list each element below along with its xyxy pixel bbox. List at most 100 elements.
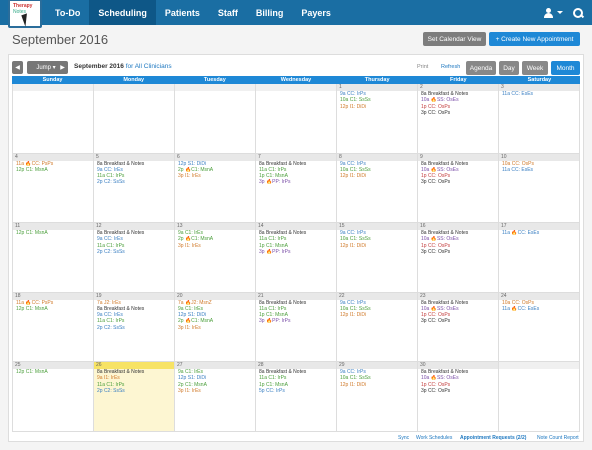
appointment-item[interactable]: 1p C1: MsnA — [259, 312, 288, 319]
appointment-item[interactable]: 1p CC: OsPs — [421, 312, 451, 319]
calendar-day[interactable]: 22 9a CC: IrPs 10a C1: SsSs 12p I1: DiDi — [337, 292, 418, 361]
appointment-item[interactable]: 11a C1: IrPs — [259, 236, 287, 243]
appointment-requests-link[interactable]: Appointment Requests (2/2) — [460, 435, 527, 441]
calendar-day[interactable]: 23 8a Breakfast & Notes 10a 🔥SS: OsEs 1p CC… — [418, 292, 499, 361]
appointment-item[interactable]: 3p 🔥PP: IrPs — [259, 318, 291, 325]
appointment-item[interactable]: 7a 🔥J2: MsnZ — [178, 299, 212, 306]
calendar-day[interactable]: 27 9a C1: IrEs 12p S1: DiDi 2p C1: MsnA 3p I… — [175, 362, 256, 431]
appointment-item[interactable]: 8a Breakfast & Notes — [421, 230, 469, 236]
appointment-item[interactable]: 11a C1: IrPs — [259, 375, 287, 382]
appointment-item[interactable]: 8a Breakfast & Notes — [97, 305, 145, 312]
appointment-item[interactable]: 1p CC: OsPs — [421, 381, 451, 388]
appointment-item[interactable]: 8a Breakfast & Notes — [259, 369, 307, 375]
create-appointment-button[interactable]: + Create New Appointment — [489, 32, 580, 46]
calendar-day[interactable]: 11 12p C1: MsnA — [13, 223, 94, 292]
appointment-item[interactable]: 1p CC: OsPs — [421, 173, 451, 180]
appointment-item[interactable]: 3p 🔥PP: IrPs — [259, 248, 291, 255]
calendar-day[interactable]: 19 7a J2: IrEs 8a Breakfast & Notes 9a CC: … — [94, 292, 175, 361]
calendar-day[interactable] — [175, 84, 256, 153]
appointment-item[interactable]: 11a 🔥CC: PsPs — [16, 160, 54, 167]
calendar-day[interactable]: 9 8a Breakfast & Notes 10a 🔥SS: OsEs 1p CC:… — [418, 153, 499, 222]
user-icon[interactable] — [543, 7, 554, 18]
nav-scheduling[interactable]: Scheduling — [89, 0, 156, 25]
appointment-item[interactable]: 9a C1: IrEs — [178, 369, 204, 375]
appointment-item[interactable]: 9a CC: IrPs — [340, 160, 366, 167]
calendar-day[interactable]: 3 11a CC: EsEs — [499, 84, 580, 153]
appointment-item[interactable]: 10a C1: SsSs — [340, 166, 371, 173]
calendar-day[interactable]: 10 10a CC: OsPs 11a CC: EsEs — [499, 153, 580, 222]
nav-todo[interactable]: To-Do — [55, 7, 81, 18]
appointment-item[interactable]: 2p C1: MsnA — [178, 381, 207, 388]
appointment-item[interactable]: 11a C1: IrPs — [97, 173, 125, 180]
appointment-item[interactable]: 2p C2: SsSs — [97, 387, 125, 394]
tab-day[interactable]: Day — [499, 61, 519, 75]
appointment-item[interactable]: 10a C1: SsSs — [340, 305, 371, 312]
appointment-item[interactable]: 12p S1: DiDi — [178, 160, 207, 167]
calendar-day[interactable]: 2 8a Breakfast & Notes 10a 🔥SS: OsEs 1p CC:… — [418, 84, 499, 153]
appointment-item[interactable]: 12p C1: MsnA — [16, 230, 48, 236]
appointment-item[interactable]: 2p C2: SsSs — [97, 324, 125, 331]
appointment-item[interactable]: 8a Breakfast & Notes — [421, 91, 469, 97]
appointment-item[interactable]: 3p I1: IrEs — [178, 324, 201, 331]
appointment-item[interactable]: 11a 🔥CC: EsEs — [502, 230, 540, 236]
appointment-item[interactable]: 12p I1: DiDi — [340, 381, 367, 388]
appointment-item[interactable]: 12p C1: MsnA — [16, 166, 48, 173]
calendar-day-today[interactable]: 26 8a Breakfast & Notes 9a I1: IrEs 11a C1:… — [94, 362, 175, 431]
tab-month[interactable]: Month — [551, 61, 580, 75]
appointment-item[interactable]: 12p S1: DiDi — [178, 312, 207, 319]
calendar-day[interactable]: 1 9a CC: IrPs 10a C1: SsSs 12p I1: DiDi — [337, 84, 418, 153]
appointment-item[interactable]: 10a 🔥SS: OsEs — [421, 97, 459, 104]
appointment-item[interactable]: 12p C1: MsnA — [16, 305, 48, 312]
set-calendar-view-button[interactable]: Set Calendar View — [423, 32, 486, 46]
appointment-item[interactable]: 5p CC: IrPs — [259, 387, 285, 394]
refresh-link[interactable]: Refresh — [441, 64, 461, 70]
appointment-item[interactable]: 3p 🔥PP: IrPs — [259, 179, 291, 186]
app-logo[interactable]: Therapy Notes — [8, 0, 42, 28]
calendar-day[interactable] — [256, 84, 337, 153]
appointment-item[interactable]: 1p CC: OsPs — [421, 103, 451, 110]
search-icon[interactable] — [573, 7, 583, 18]
appointment-item[interactable]: 1p C1: MsnA — [259, 381, 288, 388]
appointment-item[interactable]: 8a Breakfast & Notes — [421, 369, 469, 375]
appointment-item[interactable]: 8a Breakfast & Notes — [421, 160, 469, 167]
appointment-item[interactable]: 9a CC: IrPs — [340, 369, 366, 375]
appointment-item[interactable]: 12p C1: MsnA — [16, 369, 48, 375]
appointment-item[interactable]: 8a Breakfast & Notes — [97, 160, 145, 167]
appointment-item[interactable]: 3p CC: OsPs — [421, 248, 451, 255]
appointment-item[interactable]: 8a Breakfast & Notes — [97, 369, 145, 375]
chevron-down-icon[interactable] — [557, 11, 563, 14]
calendar-day[interactable]: 8 9a CC: IrPs 10a C1: SsSs 12p I1: DiDi — [337, 153, 418, 222]
appointment-item[interactable]: 9a CC: IrPs — [340, 91, 366, 97]
calendar-day[interactable]: 28 8a Breakfast & Notes 11a C1: IrPs 1p C1:… — [256, 362, 337, 431]
appointment-item[interactable]: 10a C1: SsSs — [340, 236, 371, 243]
appointment-item[interactable]: 10a 🔥SS: OsEs — [421, 166, 459, 173]
nav-billing[interactable]: Billing — [255, 7, 284, 18]
calendar-day[interactable]: 18 11a 🔥CC: PsPs 12p C1: MsnA — [13, 292, 94, 361]
calendar-day[interactable]: 30 8a Breakfast & Notes 10a 🔥SS: OsEs 1p CC… — [418, 362, 499, 431]
appointment-item[interactable]: 3p CC: OsPs — [421, 318, 451, 325]
tab-agenda[interactable]: Agenda — [466, 61, 496, 75]
appointment-item[interactable]: 11a C1: IrPs — [97, 381, 125, 388]
appointment-item[interactable]: 9a CC: IrPs — [340, 230, 366, 236]
appointment-item[interactable]: 12p S1: DiDi — [178, 375, 207, 382]
appointment-item[interactable]: 7a J2: IrEs — [97, 299, 121, 306]
calendar-day[interactable]: 24 10a CC: OsPs 11a 🔥CC: EsEs — [499, 292, 580, 361]
appointment-item[interactable]: 10a C1: SsSs — [340, 375, 371, 382]
appointment-item[interactable]: 10a 🔥SS: OsEs — [421, 236, 459, 243]
calendar-day[interactable]: 14 8a Breakfast & Notes 11a C1: IrPs 1p C1:… — [256, 223, 337, 292]
clinician-filter-link[interactable]: for All Clinicians — [125, 63, 172, 70]
appointment-item[interactable]: 8a Breakfast & Notes — [259, 299, 307, 306]
appointment-item[interactable]: 12p I1: DiDi — [340, 103, 367, 110]
appointment-item[interactable]: 10a CC: OsPs — [502, 299, 534, 306]
appointment-item[interactable]: 9a CC: IrEs — [97, 312, 123, 319]
appointment-item[interactable]: 12p I1: DiDi — [340, 173, 367, 180]
next-month-button[interactable]: ▶ — [57, 61, 68, 74]
appointment-item[interactable]: 2p 🔥C1: MsnA — [178, 166, 214, 173]
appointment-item[interactable]: 8a Breakfast & Notes — [97, 230, 145, 236]
appointment-item[interactable]: 2p C2: SsSs — [97, 248, 125, 255]
appointment-item[interactable]: 10a CC: OsPs — [502, 160, 534, 167]
appointment-item[interactable]: 2p 🔥C1: MsnA — [178, 236, 214, 243]
appointment-item[interactable]: 3p I1: IrEs — [178, 242, 201, 249]
appointment-item[interactable]: 10a C1: SsSs — [340, 97, 371, 104]
calendar-day[interactable]: 21 8a Breakfast & Notes 11a C1: IrPs 1p C1:… — [256, 292, 337, 361]
